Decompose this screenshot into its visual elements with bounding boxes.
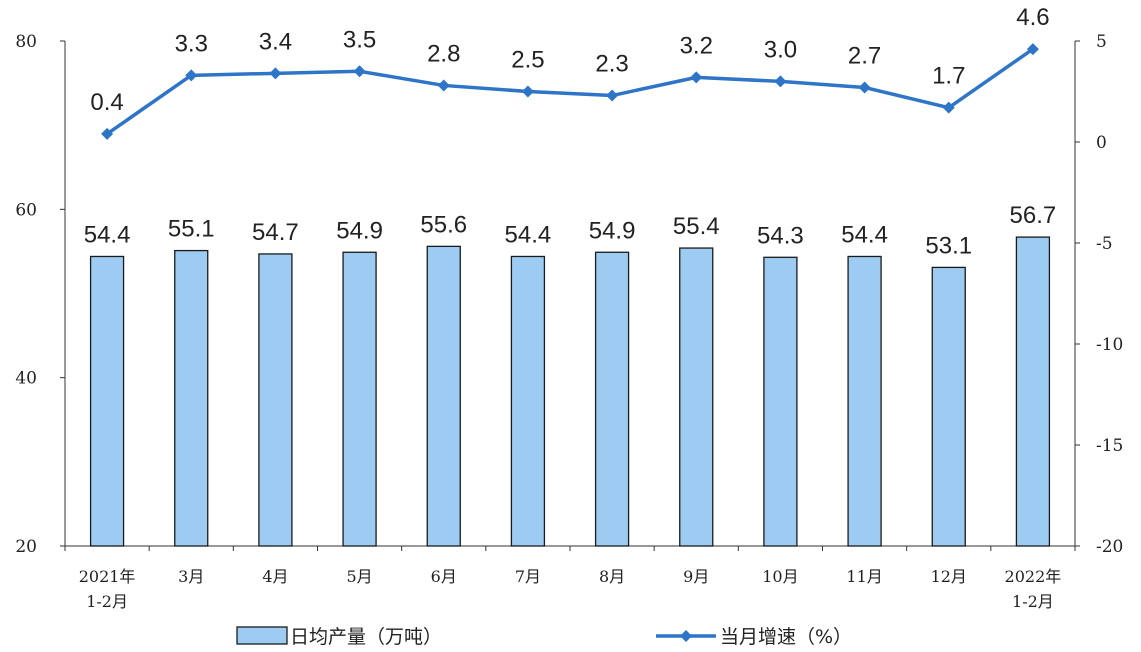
x-tick-label: 6月	[431, 567, 457, 586]
line-point	[101, 127, 114, 140]
bar-data-label: 55.1	[168, 216, 215, 243]
bar	[1015, 236, 1051, 547]
x-tick-label: 1-2月	[1012, 592, 1054, 611]
line-point	[1026, 43, 1039, 56]
x-tick-label: 12月	[931, 567, 967, 586]
line-data-label: 3.4	[259, 28, 292, 55]
bar	[342, 251, 377, 547]
bar	[510, 255, 546, 547]
y-left-tick-label: 60	[15, 200, 37, 220]
x-tick-label: 9月	[683, 567, 709, 586]
y-left-tick-label: 20	[15, 537, 37, 557]
bar-data-label: 54.4	[505, 221, 552, 248]
bar-data-label: 55.4	[673, 213, 720, 240]
y-right-tick-label: -10	[1096, 335, 1123, 355]
bar-data-label: 53.1	[925, 232, 972, 259]
y-left-tick-label: 40	[15, 369, 37, 389]
line-data-label: 3.2	[680, 32, 713, 59]
bar	[594, 251, 630, 547]
line-point	[437, 79, 450, 92]
legend-item-line: 当月增速（%）	[656, 626, 852, 648]
x-tick-label: 1-2月	[86, 592, 128, 611]
bar	[931, 266, 966, 547]
legend-line-label: 当月增速（%）	[720, 626, 852, 648]
legend: 日均产量（万吨） 当月增速（%）	[236, 626, 852, 648]
line-point	[858, 81, 871, 94]
line-data-label: 3.5	[343, 26, 376, 53]
labels-layer: 54.4 55.1 54.7 54.9 55.6 54.4 54.9 55.4 54.3 54.4…	[84, 4, 1057, 259]
line-series-path	[106, 47, 1034, 136]
bar	[679, 247, 714, 547]
line-point	[606, 89, 619, 102]
line-layer	[101, 43, 1039, 140]
y-right-tick-label: -20	[1096, 537, 1123, 557]
x-tick-label: 2022年	[1005, 567, 1062, 586]
y-right-tick-label: -5	[1096, 234, 1113, 254]
x-tick-label: 2021年	[79, 567, 136, 586]
legend-bar-label: 日均产量（万吨）	[290, 626, 442, 648]
line-data-label: 2.8	[427, 40, 460, 67]
line-point	[690, 71, 703, 84]
legend-item-bars: 日均产量（万吨）	[236, 626, 442, 648]
bar	[426, 245, 461, 547]
bar-data-label: 56.7	[1010, 202, 1057, 229]
bar-data-label: 54.4	[84, 221, 131, 248]
bar-data-label: 55.6	[420, 211, 467, 238]
bar	[89, 255, 125, 547]
bars-layer	[89, 236, 1051, 547]
line-data-label: 2.7	[848, 42, 881, 69]
y-right-tick-label: 5	[1096, 32, 1107, 52]
y-right-tick-label: -15	[1096, 436, 1123, 456]
line-point	[185, 69, 198, 82]
line-data-label: 2.3	[595, 51, 628, 78]
bar-data-label: 54.7	[252, 219, 299, 246]
axes-layer: 20 40 60 80 -20 -15 -10 -5 0 5 2021年 1-2月 3月 4月 5月 6月 7月…	[15, 32, 1123, 611]
x-tick-label: 10月	[762, 567, 798, 586]
legend-bar-swatch	[236, 626, 288, 645]
line-data-label: 3.0	[764, 36, 797, 63]
x-tick-label: 11月	[846, 567, 882, 586]
x-tick-label: 5月	[346, 567, 372, 586]
line-data-label: 1.7	[932, 63, 965, 90]
bar	[763, 256, 798, 547]
x-tick-label: 4月	[262, 567, 288, 586]
bar-data-label: 54.3	[757, 222, 804, 249]
line-data-label: 3.3	[175, 30, 208, 57]
line-point	[353, 65, 366, 78]
y-left-tick-label: 80	[15, 32, 37, 52]
bar	[174, 249, 209, 547]
line-point	[269, 67, 282, 80]
line-data-label: 2.5	[511, 47, 544, 74]
y-right-tick-label: 0	[1096, 133, 1107, 153]
line-point	[942, 101, 955, 114]
bar-data-label: 54.9	[589, 217, 636, 244]
line-point	[521, 85, 534, 98]
bar	[847, 255, 882, 547]
x-tick-label: 8月	[599, 567, 625, 586]
bar	[258, 253, 293, 547]
legend-line-marker	[680, 630, 692, 642]
line-data-label: 4.6	[1016, 4, 1049, 31]
x-tick-label: 3月	[178, 567, 204, 586]
line-point	[774, 75, 787, 88]
x-tick-label: 7月	[515, 567, 541, 586]
bar-data-label: 54.9	[336, 217, 383, 244]
line-data-label: 0.4	[90, 89, 123, 116]
bar-data-label: 54.4	[841, 221, 888, 248]
